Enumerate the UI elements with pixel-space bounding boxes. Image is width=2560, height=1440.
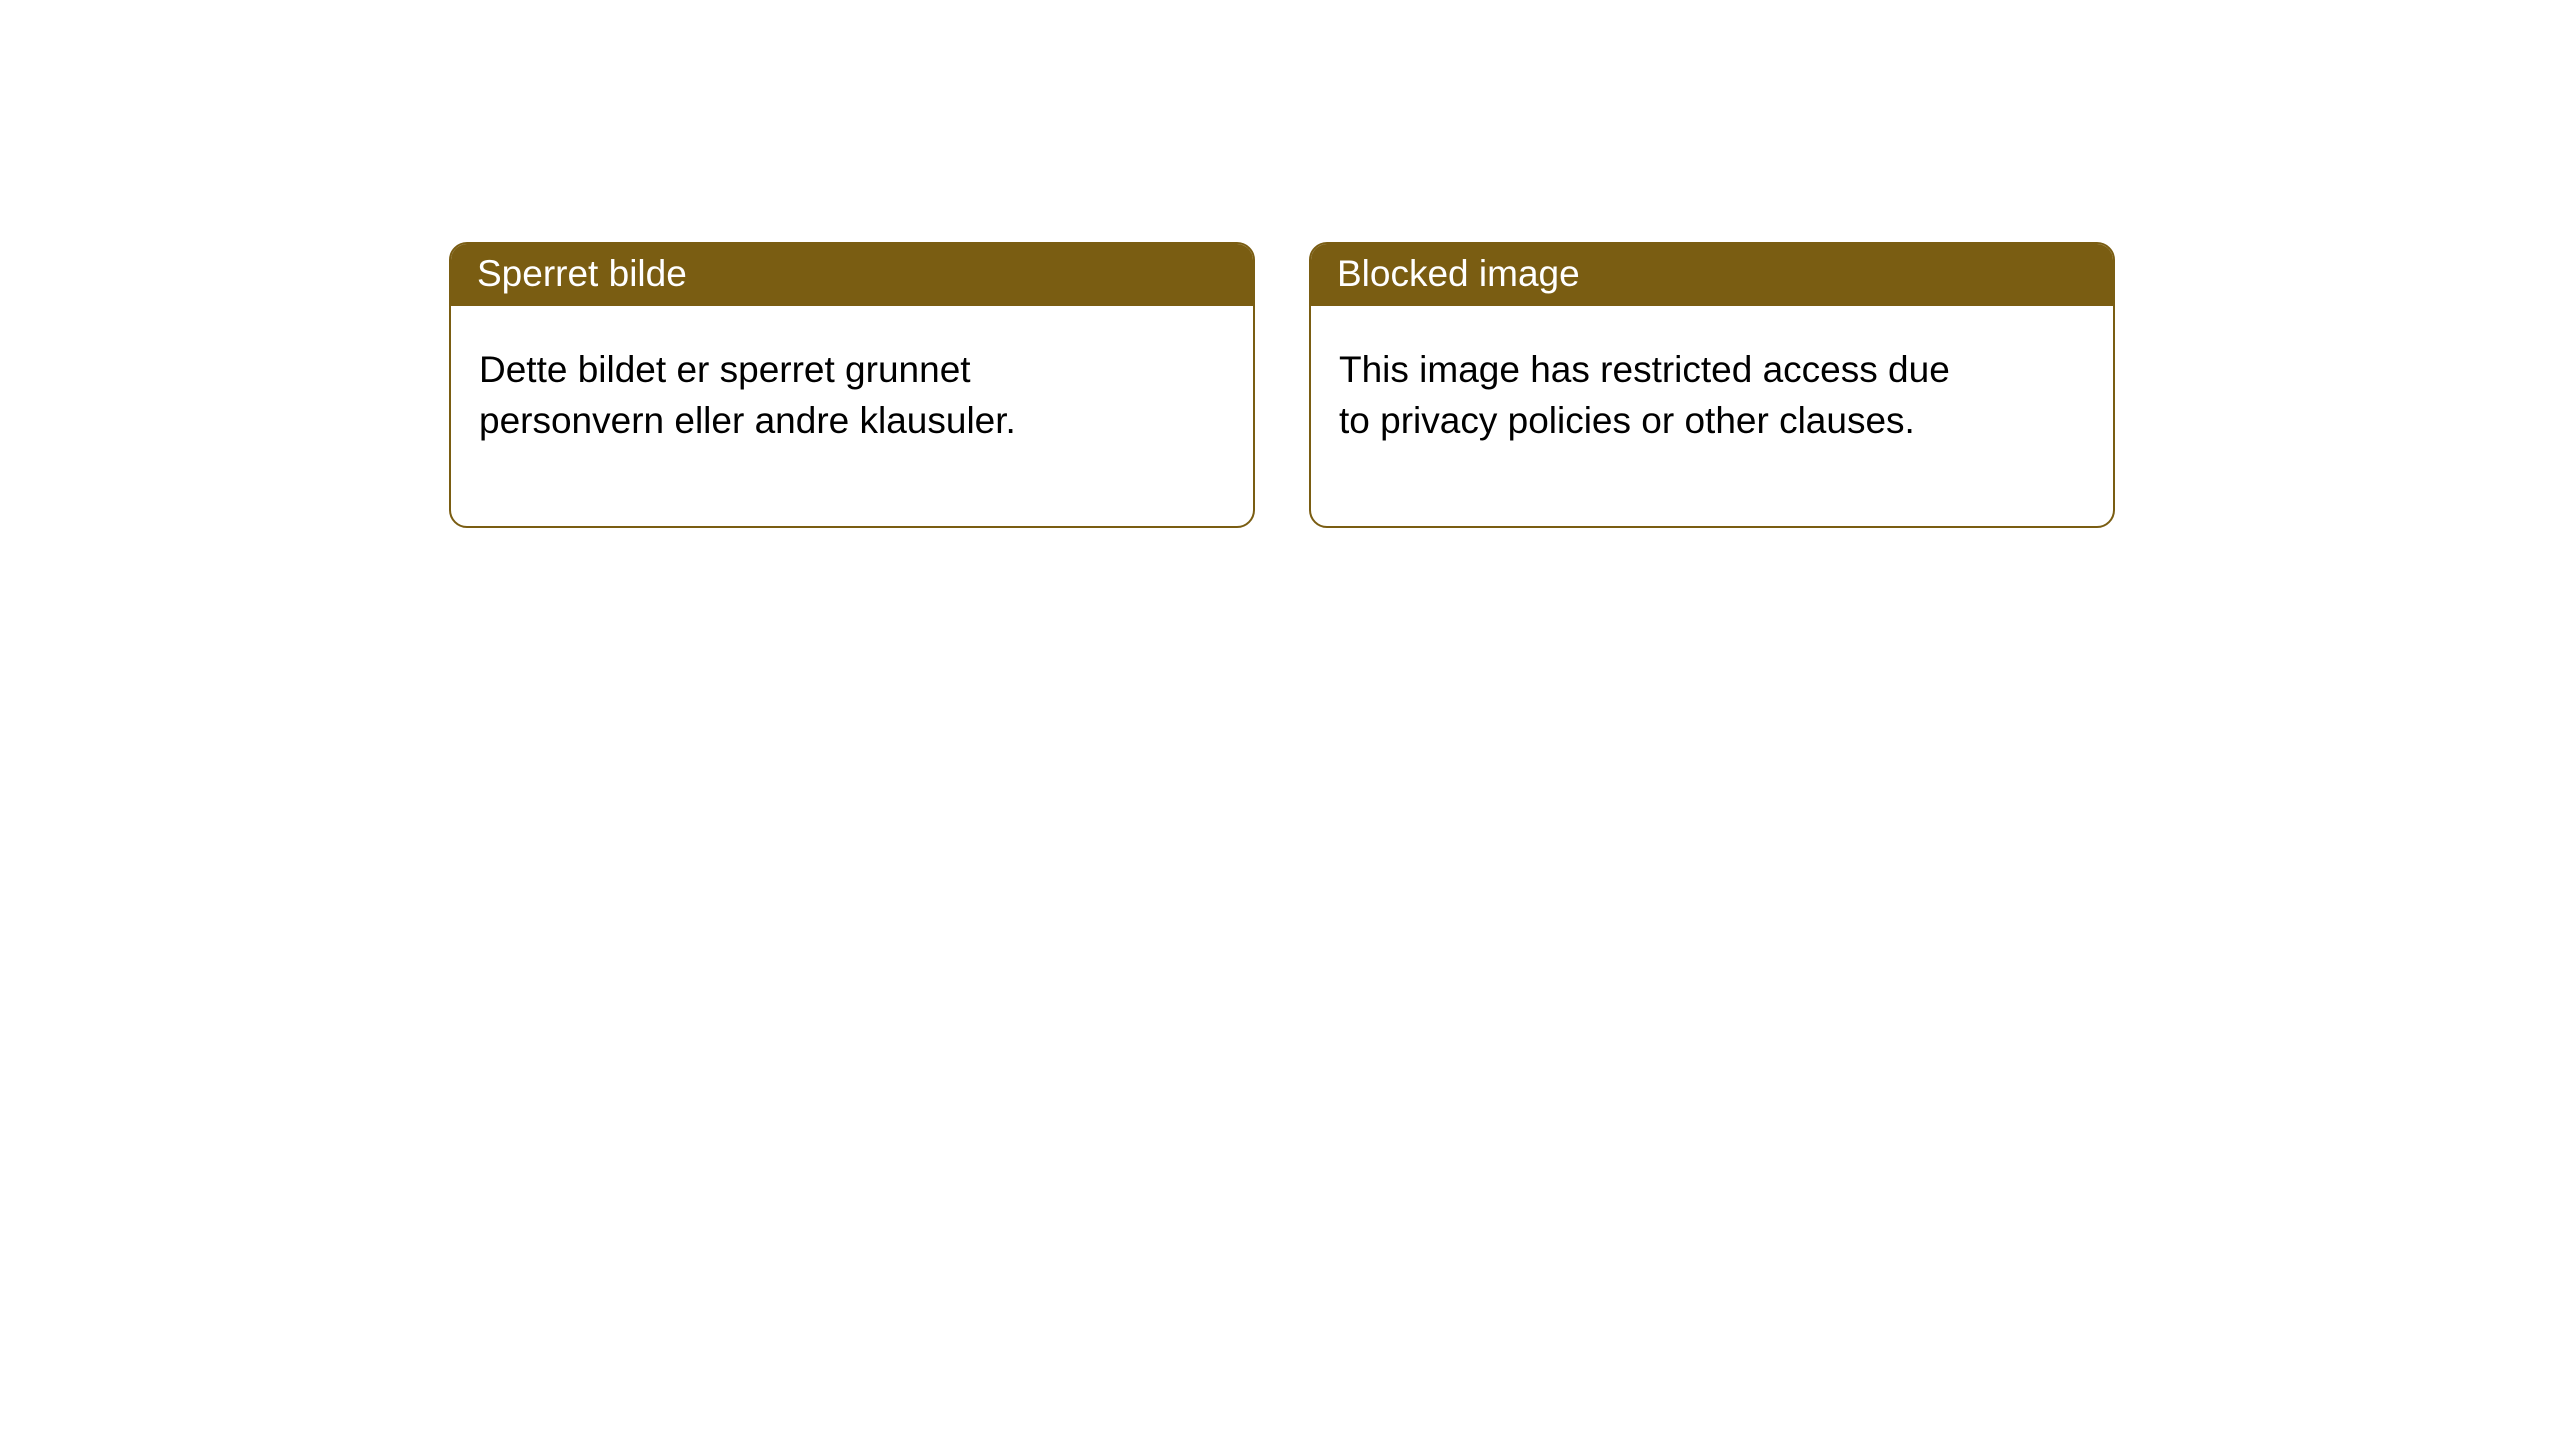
notice-card-english: Blocked image This image has restricted … — [1309, 242, 2115, 528]
notice-title: Blocked image — [1311, 244, 2113, 306]
notice-body-text: This image has restricted access due to … — [1311, 306, 2011, 526]
notice-title: Sperret bilde — [451, 244, 1253, 306]
notice-body-text: Dette bildet er sperret grunnet personve… — [451, 306, 1151, 526]
notice-container: Sperret bilde Dette bildet er sperret gr… — [0, 0, 2560, 528]
notice-card-norwegian: Sperret bilde Dette bildet er sperret gr… — [449, 242, 1255, 528]
